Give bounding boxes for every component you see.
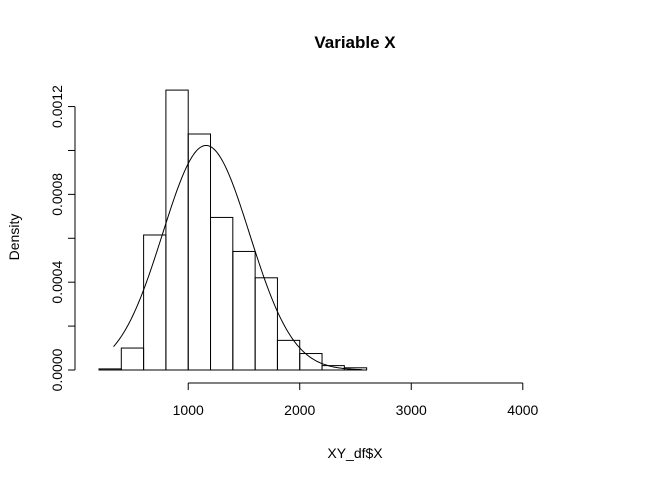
y-tick-label-2: 0.0008	[49, 173, 65, 216]
y-axis: 0.0000 0.0004 0.0008 0.0012	[49, 85, 76, 391]
x-axis-label: XY_df$X	[327, 445, 383, 461]
y-tick-label-0: 0.0000	[49, 348, 65, 391]
histogram-bar-0	[98, 368, 122, 371]
y-tick-label-3: 0.0012	[49, 85, 65, 128]
histogram-bar-7	[254, 277, 278, 371]
x-tick-label-1: 2000	[284, 402, 315, 418]
x-tick-label-2: 3000	[396, 402, 427, 418]
histogram-bar-2	[143, 234, 167, 371]
chart-title: Variable X	[314, 33, 396, 52]
histogram-bar-3	[165, 89, 189, 371]
histogram-bar-5	[210, 216, 234, 371]
x-tick-label-3: 4000	[507, 402, 538, 418]
x-axis: 1000 2000 3000 4000	[173, 382, 539, 418]
y-axis-label: Density	[6, 214, 22, 261]
histogram-bar-6	[232, 250, 256, 371]
y-tick-label-1: 0.0004	[49, 261, 65, 304]
normal-density-curve	[113, 144, 363, 371]
histogram-bar-9	[299, 353, 323, 371]
histogram-bar-4	[187, 133, 212, 371]
histogram-bar-1	[120, 347, 145, 371]
x-tick-label-0: 1000	[173, 402, 204, 418]
histogram-bars	[98, 89, 368, 371]
histogram-bar-8	[276, 339, 301, 371]
